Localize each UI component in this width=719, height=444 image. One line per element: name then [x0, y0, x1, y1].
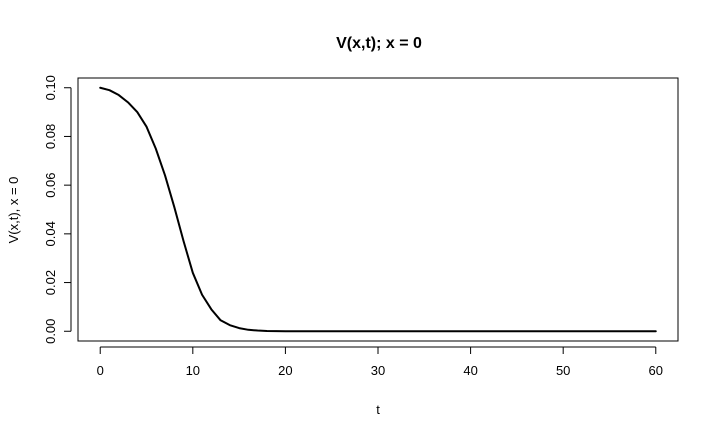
chart-title: V(x,t); x = 0 — [336, 35, 422, 52]
y-axis: 0.00 0.02 0.04 0.06 0.08 0.10 — [43, 75, 72, 344]
series-line — [99, 86, 657, 333]
y-tick-label: 0.00 — [43, 319, 58, 344]
plot-frame — [77, 77, 679, 342]
x-tick-label: 40 — [463, 363, 477, 378]
x-tick-label: 60 — [649, 363, 663, 378]
y-tick-label: 0.08 — [43, 124, 58, 149]
x-tick-label: 0 — [97, 363, 104, 378]
series-layer — [99, 86, 657, 333]
y-tick-label: 0.06 — [43, 172, 58, 197]
y-tick-label: 0.02 — [43, 270, 58, 295]
y-tick-label: 0.10 — [43, 75, 58, 100]
y-tick-label: 0.04 — [43, 221, 58, 246]
x-tick-label: 10 — [186, 363, 200, 378]
x-tick-label: 30 — [371, 363, 385, 378]
y-axis-label: V(x,t), x = 0 — [6, 177, 21, 244]
x-tick-label: 20 — [278, 363, 292, 378]
x-axis-label: t — [376, 402, 380, 417]
x-axis: 0 10 20 30 40 50 60 — [97, 346, 663, 378]
x-tick-label: 50 — [556, 363, 570, 378]
